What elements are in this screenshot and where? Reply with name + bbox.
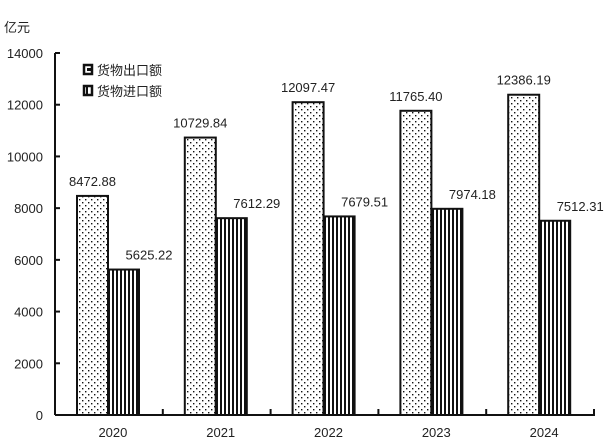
x-axis: 2020 2021 2022 2023 2024: [55, 409, 595, 440]
export-bar: [507, 93, 541, 416]
unit-label: 亿元: [4, 20, 30, 35]
y-tick-label: 8000: [14, 201, 43, 216]
x-tick-label: 2021: [206, 425, 235, 440]
export-bar: [76, 194, 109, 416]
export-bar: [399, 109, 433, 417]
export-bar: [291, 101, 325, 416]
export-bar: [183, 136, 217, 416]
import-bar: [430, 207, 464, 416]
y-tick-label: 10000: [7, 149, 43, 164]
data-label: 7974.18: [449, 187, 496, 202]
data-label: 10729.84: [173, 116, 227, 131]
import-bar: [107, 268, 140, 416]
data-label: 7679.51: [341, 194, 388, 209]
y-axis: 0 2000 4000 6000 8000 10000 12000 14000: [7, 46, 60, 423]
y-axis-unit-label: 亿元: [4, 20, 30, 35]
y-tick-label: 6000: [14, 253, 43, 268]
x-tick-label: 2022: [314, 425, 343, 440]
y-tick-label: 0: [36, 408, 43, 423]
data-label: 7512.31: [557, 199, 604, 214]
x-tick-label: 2023: [422, 425, 451, 440]
data-label: 8472.88: [69, 174, 116, 189]
import-bar: [538, 219, 572, 416]
data-label: 5625.22: [126, 248, 173, 263]
y-tick-label: 12000: [7, 98, 43, 113]
data-label: 11765.40: [389, 89, 442, 104]
y-tick-label: 2000: [14, 356, 43, 371]
bars: 8472.88 5625.22 10729.84 7612.29 12097.47 767…: [69, 73, 604, 417]
y-tick-label: 14000: [7, 46, 43, 61]
x-tick-label: 2020: [98, 425, 127, 440]
x-tick-label: 2024: [530, 425, 559, 440]
legend-label: 货物进口额: [97, 84, 162, 99]
legend-label: 货物出口额: [97, 63, 162, 78]
data-label: 12097.47: [281, 80, 335, 95]
data-label: 7612.29: [233, 196, 280, 211]
data-label: 12386.19: [497, 73, 551, 88]
import-bar: [214, 217, 248, 416]
import-bar: [322, 215, 356, 416]
y-tick-label: 4000: [14, 305, 43, 320]
